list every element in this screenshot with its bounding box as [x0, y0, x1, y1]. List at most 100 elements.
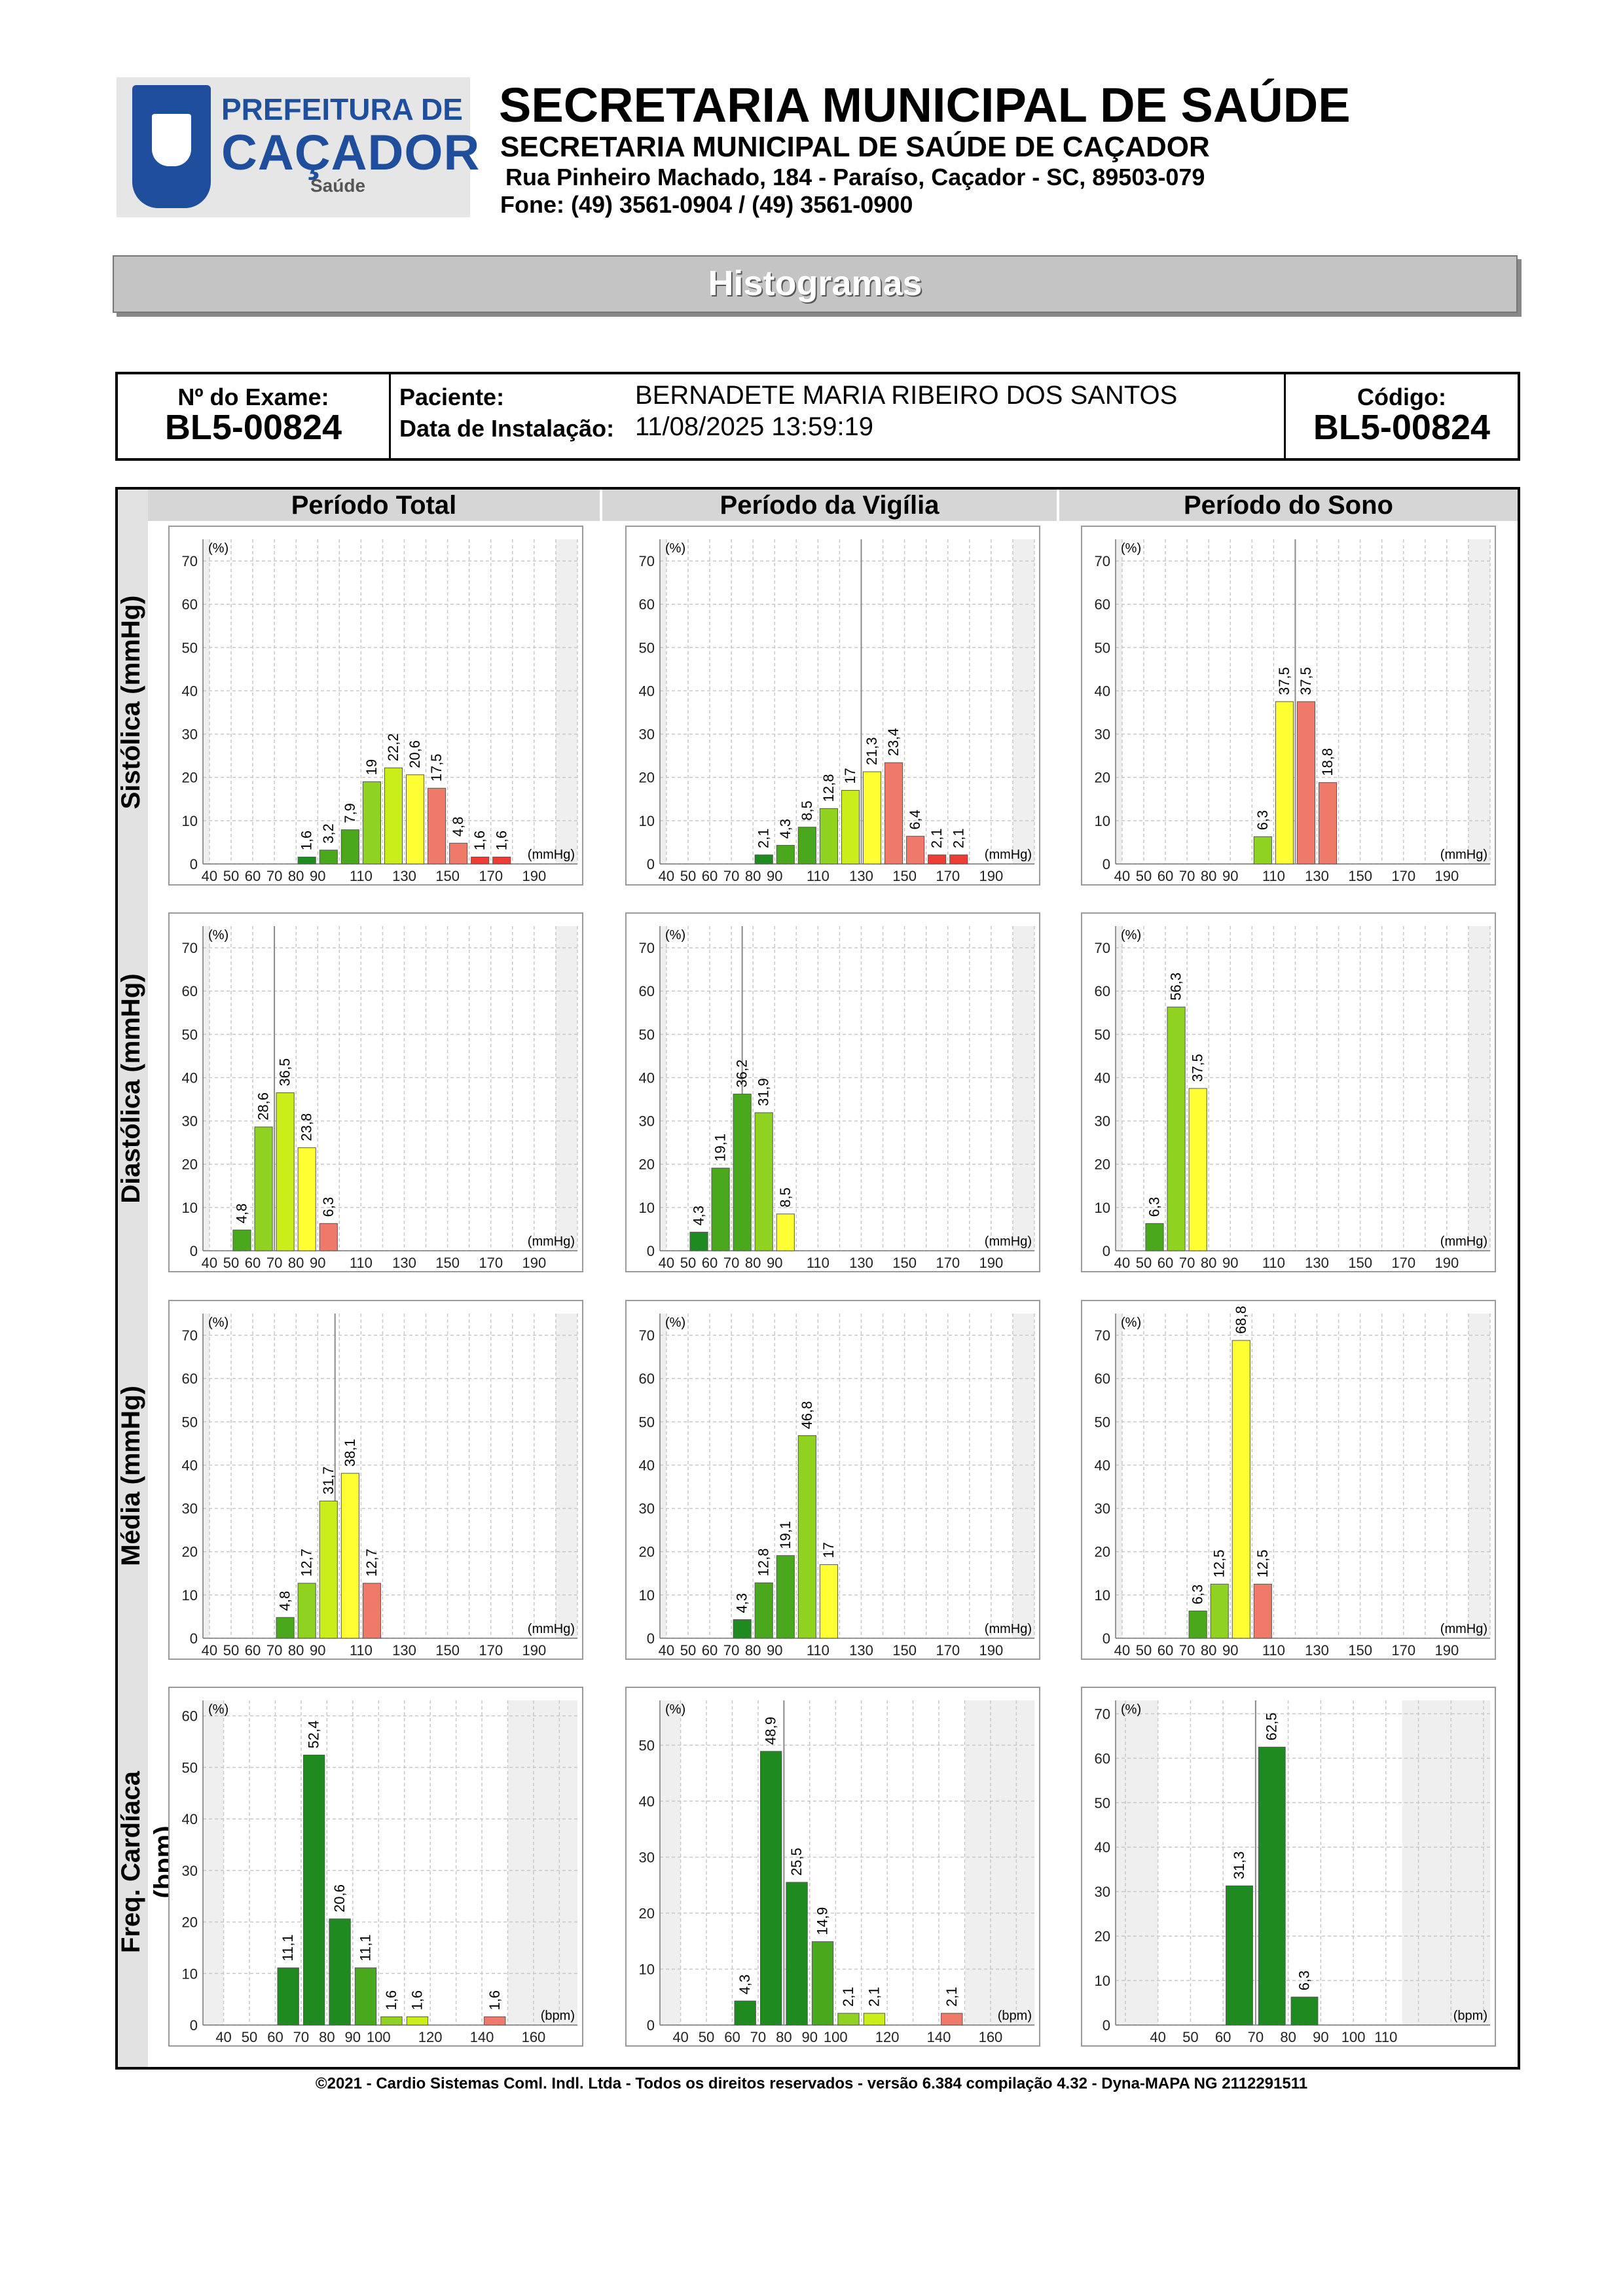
y-tick-label: 10: [1095, 1973, 1110, 1989]
histogram-bar: [302, 1754, 325, 2026]
y-unit-label: (%): [208, 928, 228, 942]
histogram-panel-1-0: 0 10 20 30 40 50 60 70 (%) (mmHg) 40 50 60 70 80 90 110 1…: [168, 912, 583, 1272]
bar-value-label: 12,8: [820, 774, 837, 802]
shade-right: [1468, 926, 1490, 1251]
y-tick-label: 0: [190, 2017, 198, 2034]
panel-frame: [1081, 912, 1496, 1272]
histogram-bar: [797, 827, 816, 865]
y-tick-label: 70: [639, 1327, 655, 1344]
y-tick-label: 50: [639, 1026, 655, 1043]
x-tick-label: 50: [223, 1255, 239, 1271]
shade-left: [1116, 926, 1122, 1251]
bar-value-label: 36,2: [734, 1060, 750, 1088]
y-tick-label: 20: [1095, 1157, 1110, 1173]
bar-value-label: 2,1: [950, 829, 966, 849]
histogram-bar: [906, 836, 925, 865]
bar-value-label: 2,1: [756, 829, 772, 849]
patient-label: Paciente:: [399, 384, 505, 410]
histogram-bar: [319, 1223, 338, 1251]
y-tick-label: 70: [1095, 1327, 1110, 1344]
histogram-bar: [277, 1967, 299, 2026]
y-tick-label: 70: [1095, 940, 1110, 956]
x-tick-label: 90: [767, 868, 782, 884]
x-tick-label: 40: [215, 2029, 231, 2045]
y-tick-label: 30: [639, 726, 655, 743]
histogram-panel-3-0: 0 10 20 30 40 50 60 (%) (bpm) 40 50 60 70 80 90 100 120 1…: [168, 1687, 583, 2047]
bar-value-label: 4,3: [691, 1206, 707, 1226]
bar-value-label: 6,3: [1296, 1971, 1312, 1991]
x-unit-label: (mmHg): [985, 1234, 1032, 1249]
shade-right: [964, 1700, 1034, 2025]
x-tick-label: 60: [245, 1255, 261, 1271]
y-tick-label: 10: [639, 1587, 655, 1604]
x-unit-label: (mmHg): [985, 1622, 1032, 1636]
y-tick-label: 0: [647, 1243, 655, 1259]
histogram-bar: [689, 1232, 708, 1251]
x-tick-label: 170: [1391, 868, 1415, 884]
histogram-panel-0-2: 0 10 20 30 40 50 60 70 (%) (mmHg) 40 50 60 70 80 90 110 1…: [1081, 526, 1496, 886]
x-tick-label: 160: [522, 2029, 546, 2045]
x-tick-label: 60: [702, 1255, 718, 1271]
x-tick-label: 70: [266, 1255, 282, 1271]
histogram-panel-2-1: 0 10 20 30 40 50 60 70 (%) (mmHg) 40 50 60 70 80 90 110 1…: [625, 1300, 1040, 1660]
y-unit-label: (%): [208, 1702, 228, 1717]
x-tick-label: 160: [979, 2029, 1003, 2045]
x-tick-label: 40: [1114, 868, 1130, 884]
y-tick-label: 60: [1095, 983, 1110, 999]
bar-value-label: 20,6: [407, 740, 423, 768]
x-tick-label: 130: [849, 868, 873, 884]
bar-value-label: 19: [363, 759, 380, 775]
y-tick-label: 30: [1095, 726, 1110, 743]
x-tick-label: 60: [1158, 868, 1173, 884]
histogram-bar: [797, 1435, 816, 1639]
histogram-bar: [232, 1229, 251, 1251]
x-tick-label: 40: [659, 1255, 674, 1271]
column-header-vigilia: Período da Vigília: [602, 490, 1057, 521]
y-tick-label: 30: [639, 1501, 655, 1517]
y-tick-label: 60: [182, 1371, 198, 1387]
x-tick-label: 190: [522, 868, 547, 884]
bar-value-label: 4,8: [277, 1591, 293, 1611]
shade-right: [555, 1314, 577, 1638]
y-tick-label: 10: [182, 1200, 198, 1216]
column-header-total: Período Total: [148, 490, 600, 521]
x-tick-label: 70: [1179, 1642, 1195, 1659]
bar-value-label: 12,7: [363, 1549, 380, 1577]
shade-right: [1468, 539, 1490, 864]
x-tick-label: 150: [1348, 1642, 1372, 1659]
histogram-bar: [819, 808, 838, 865]
y-tick-label: 20: [639, 1157, 655, 1173]
x-tick-label: 40: [202, 1255, 217, 1271]
x-tick-label: 40: [659, 1642, 674, 1659]
code-cell: Código: BL5-00824: [1284, 374, 1518, 458]
x-tick-label: 130: [1305, 1642, 1329, 1659]
x-tick-label: 150: [435, 1642, 460, 1659]
x-unit-label: (mmHg): [528, 1622, 575, 1636]
x-tick-label: 90: [310, 1642, 325, 1659]
shade-left: [660, 539, 666, 864]
y-tick-label: 60: [1095, 596, 1110, 613]
histogram-bar: [1275, 701, 1294, 865]
x-tick-label: 80: [1201, 1255, 1216, 1271]
x-tick-label: 110: [350, 868, 373, 884]
panel-frame: [168, 912, 583, 1272]
histogram-panel-1-2: 0 10 20 30 40 50 60 70 (%) (mmHg) 40 50 60 70 80 90 110 1…: [1081, 912, 1496, 1272]
y-tick-label: 20: [182, 1544, 198, 1560]
bar-value-label: 23,8: [299, 1113, 315, 1141]
x-tick-label: 190: [1435, 868, 1459, 884]
histogram-bar: [754, 854, 773, 865]
header-title: SECRETARIA MUNICIPAL DE SAÚDE: [499, 78, 1351, 132]
x-tick-label: 90: [1313, 2029, 1328, 2045]
x-tick-label: 110: [1262, 1255, 1285, 1271]
x-tick-label: 150: [1348, 1255, 1372, 1271]
install-date-value: 11/08/2025 13:59:19: [635, 412, 874, 441]
bar-value-label: 23,4: [885, 728, 902, 756]
x-tick-label: 50: [680, 1642, 696, 1659]
x-tick-label: 150: [892, 868, 917, 884]
bar-value-label: 37,5: [1276, 667, 1292, 695]
y-tick-label: 0: [190, 1243, 198, 1259]
y-unit-label: (%): [665, 1702, 685, 1717]
x-tick-label: 60: [724, 2029, 740, 2045]
x-unit-label: (bpm): [541, 2009, 575, 2023]
y-tick-label: 40: [182, 1457, 198, 1473]
